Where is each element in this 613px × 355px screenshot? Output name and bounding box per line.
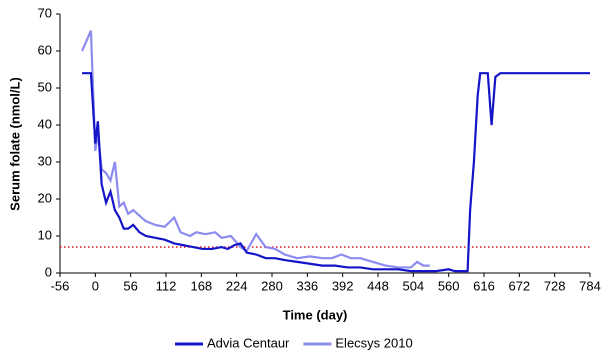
y-tick-label: 0 [45, 264, 52, 279]
x-tick-label: 56 [123, 278, 137, 293]
x-tick-label: 112 [156, 278, 177, 293]
x-tick-label: 280 [261, 278, 283, 293]
x-tick-label: 560 [438, 278, 460, 293]
x-axis-label: Time (day) [283, 307, 348, 322]
x-tick-label: 336 [296, 278, 318, 293]
y-tick-label: 30 [38, 153, 52, 168]
series-line [82, 72, 590, 273]
y-axis-label: Serum folate (nmol/L) [7, 77, 22, 211]
y-tick-label: 50 [38, 79, 52, 94]
x-tick-label: -56 [51, 278, 70, 293]
y-tick-label: 20 [38, 190, 52, 205]
x-tick-label: 168 [190, 278, 212, 293]
x-tick-label: 616 [473, 278, 495, 293]
series-line [81, 30, 430, 269]
x-tick-label: 448 [367, 278, 389, 293]
legend-label: Elecsys 2010 [335, 335, 412, 350]
x-tick-label: 784 [579, 278, 601, 293]
x-tick-label: 504 [402, 278, 424, 293]
legend-label: Advia Centaur [207, 335, 290, 350]
y-tick-label: 60 [38, 42, 52, 57]
x-tick-label: 392 [332, 278, 354, 293]
y-tick-label: 40 [38, 116, 52, 131]
x-tick-label: 224 [226, 278, 248, 293]
x-tick-label: 0 [92, 278, 99, 293]
y-tick-label: 70 [38, 5, 52, 20]
x-tick-label: 672 [508, 278, 530, 293]
x-tick-label: 728 [544, 278, 566, 293]
y-tick-label: 10 [38, 227, 52, 242]
